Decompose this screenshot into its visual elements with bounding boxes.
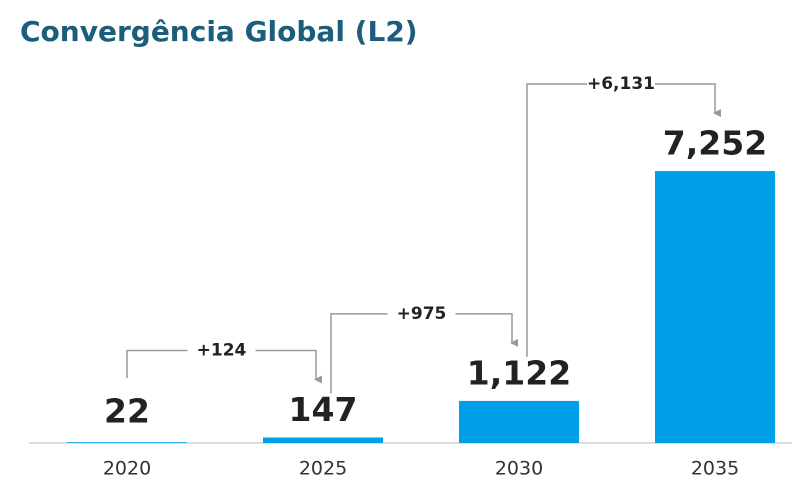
value-label: 22: [104, 392, 150, 431]
x-tick-label: 2035: [691, 458, 739, 480]
value-label: 1,122: [467, 353, 571, 392]
annotation-bg: [387, 302, 456, 325]
bar: [67, 442, 187, 443]
value-label: 7,252: [663, 124, 767, 163]
x-tick-label: 2025: [299, 458, 347, 480]
x-tick-label: 2030: [495, 458, 543, 480]
annotation: +6,131: [587, 74, 655, 94]
chart-title: Convergência Global (L2): [20, 15, 418, 48]
bar: [263, 437, 383, 443]
annotation-bg: [187, 339, 256, 362]
annotation: +975: [397, 304, 447, 324]
annotation: +124: [197, 340, 247, 360]
bar: [459, 400, 579, 443]
value-label: 147: [289, 390, 358, 429]
bar: [655, 171, 775, 444]
x-tick-label: 2020: [103, 458, 151, 480]
annotation-bg: [587, 73, 655, 96]
